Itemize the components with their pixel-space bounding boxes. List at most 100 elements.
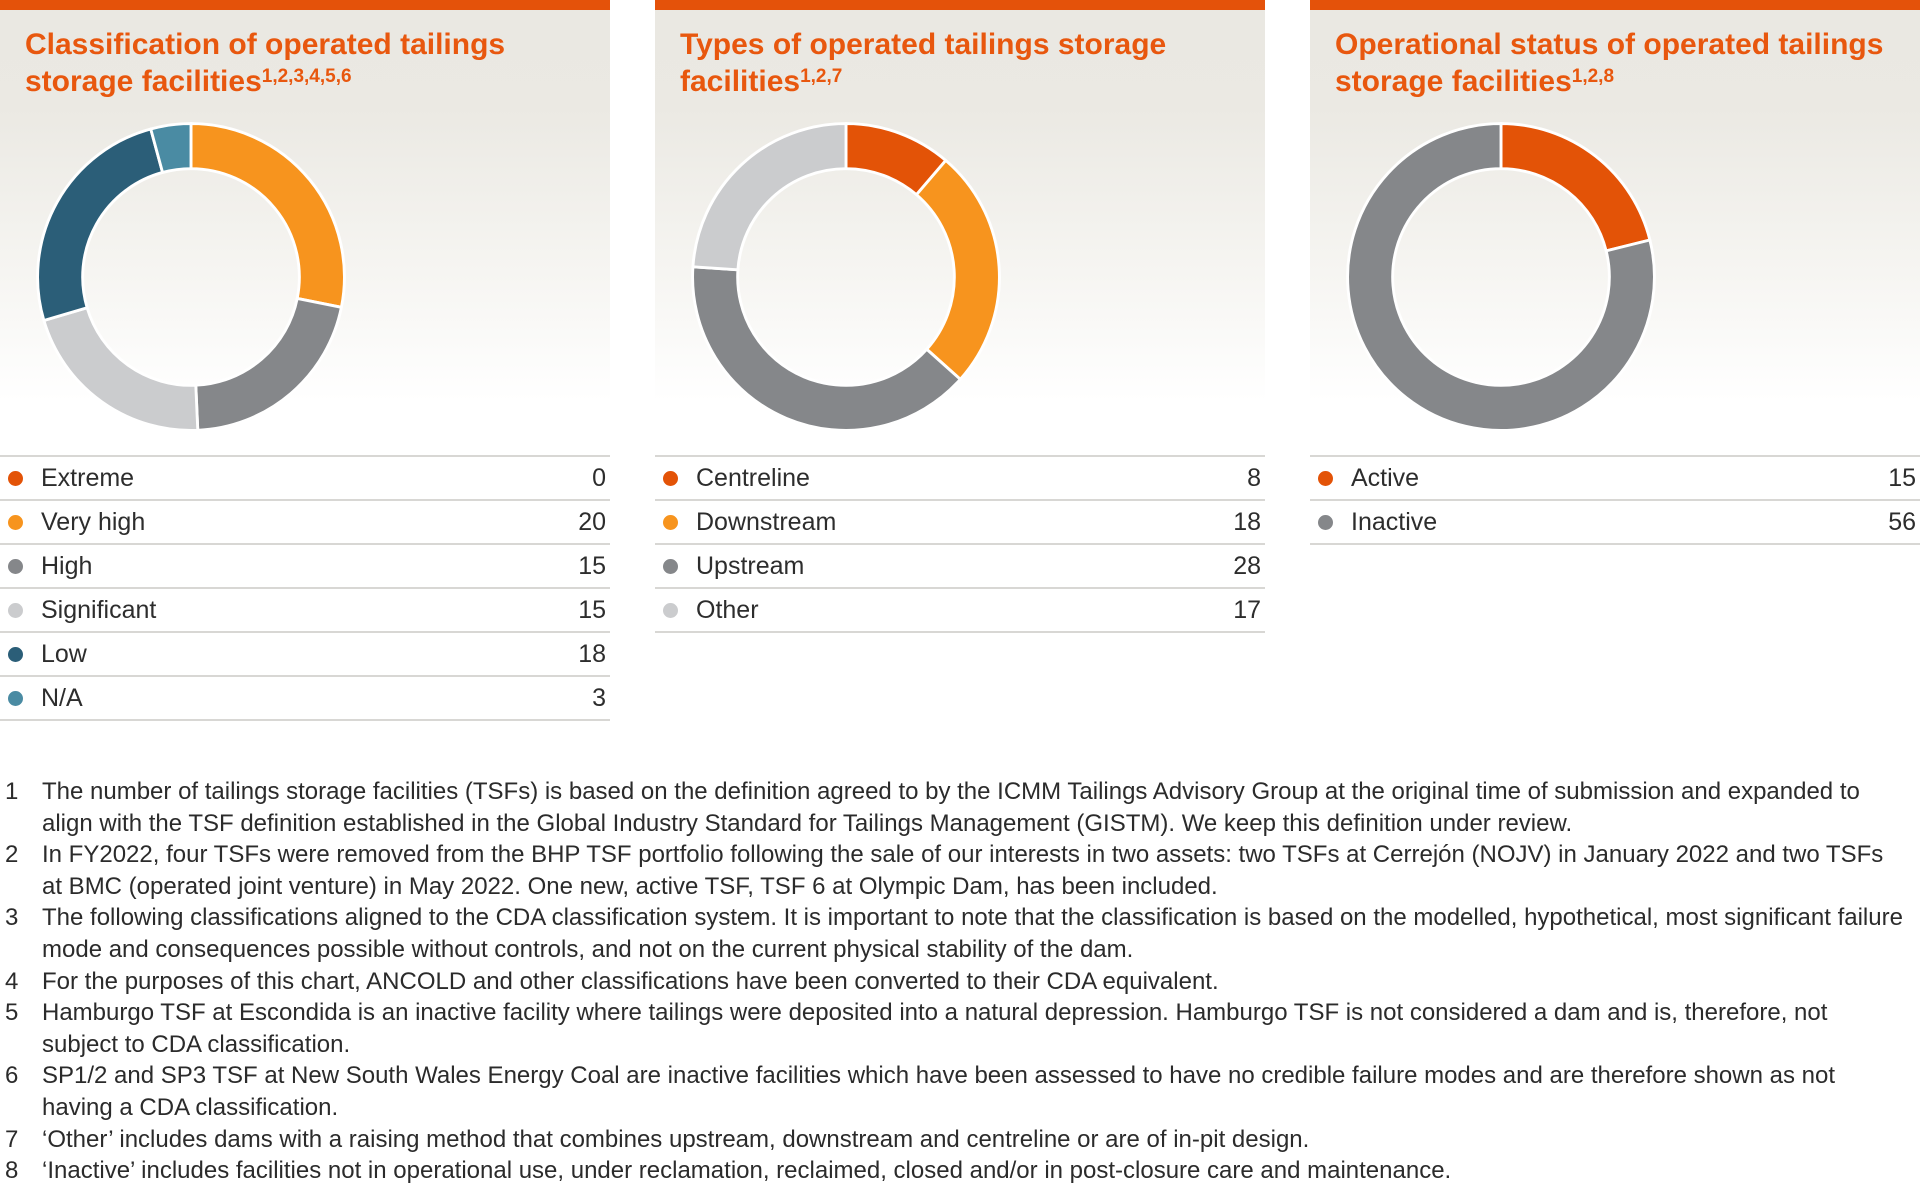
footnote-refs: 1,2,7 [800, 66, 843, 87]
legend-row-very-high: Very high 20 [0, 499, 610, 543]
footnote-number: 4 [5, 967, 19, 995]
footnote-number: 7 [5, 1125, 19, 1153]
chart-legend: Centreline 8 Downstream 18 Upstream 28 Other 17 [655, 455, 1265, 633]
legend-label: Extreme [41, 463, 135, 492]
legend-dot-icon [8, 690, 23, 706]
footnote-text: The following classifications aligned to… [42, 904, 1903, 963]
chart-title: Classification of operated tailings stor… [0, 10, 610, 100]
footnote-item: 3 The following classifications aligned t… [5, 902, 1908, 965]
legend-dot-icon [1318, 470, 1333, 486]
footnote-item: 8 ‘Inactive’ includes facilities not in o… [5, 1155, 1908, 1187]
legend-value: 18 [578, 639, 606, 668]
footnote-item: 2 In FY2022, four TSFs were removed from … [5, 839, 1908, 902]
chart-card-operational-status: Operational status of operated tailings … [1310, 0, 1920, 545]
legend-row-high: High 15 [0, 543, 610, 587]
legend-dot-icon [8, 514, 23, 530]
footnote-text: ‘Other’ includes dams with a raising met… [42, 1125, 1310, 1153]
footnote-item: 1 The number of tailings storage faciliti… [5, 776, 1908, 839]
legend-dot-icon [8, 646, 23, 662]
legend-row-active: Active 15 [1310, 455, 1920, 499]
donut-segment-inactive [1346, 122, 1656, 432]
footnote-number: 2 [5, 841, 19, 869]
legend-row-inactive: Inactive 56 [1310, 499, 1920, 545]
legend-value: 15 [578, 551, 606, 580]
legend-dot-icon [8, 470, 23, 486]
chart-title: Operational status of operated tailings … [1310, 10, 1920, 100]
donut-chart [1346, 122, 1656, 432]
legend-label: Active [1351, 463, 1420, 492]
legend-value: 20 [578, 507, 606, 536]
legend-dot-icon [1318, 514, 1333, 530]
footnote-refs: 1,2,8 [1571, 66, 1615, 87]
legend-row-low: Low 18 [0, 631, 610, 675]
donut-chart [36, 122, 346, 432]
donut-segment-significant [42, 306, 200, 432]
legend-value: 0 [592, 463, 606, 492]
footnote-number: 1 [5, 778, 19, 805]
accent-bar [1310, 0, 1920, 10]
legend-label: Downstream [696, 507, 837, 536]
legend-value: 8 [1247, 463, 1261, 492]
footnote-number: 5 [5, 999, 19, 1027]
legend-row-significant: Significant 15 [0, 587, 610, 631]
chart-title: Types of operated tailings storage facil… [655, 10, 1265, 100]
legend-row-extreme: Extreme 0 [0, 455, 610, 499]
legend-value: 18 [1233, 507, 1261, 536]
legend-value: 3 [592, 683, 606, 712]
legend-value: 56 [1888, 507, 1916, 536]
donut-chart [691, 122, 1001, 432]
footnote-text: Hamburgo TSF at Escondida is an inactive… [42, 999, 1828, 1058]
footnote-number: 3 [5, 904, 19, 932]
footnote-number: 6 [5, 1062, 19, 1090]
legend-value: 15 [578, 595, 606, 624]
legend-dot-icon [663, 514, 678, 530]
legend-label: Inactive [1351, 507, 1438, 536]
chart-legend: Extreme 0 Very high 20 High 15 Significant 15 Lo… [0, 455, 610, 721]
accent-bar [0, 0, 610, 10]
legend-label: Other [696, 595, 759, 624]
chart-legend: Active 15 Inactive 56 [1310, 455, 1920, 545]
legend-label: Centreline [696, 463, 810, 492]
charts-row: Classification of operated tailings stor… [0, 0, 1920, 721]
footnote-number: 8 [5, 1157, 19, 1185]
donut-segment-downstream [915, 159, 1001, 381]
chart-card-classification: Classification of operated tailings stor… [0, 0, 610, 721]
legend-label: Very high [41, 507, 146, 536]
legend-value: 28 [1233, 551, 1261, 580]
legend-dot-icon [663, 558, 678, 574]
footnote-item: 5 Hamburgo TSF at Escondida is an inactiv… [5, 997, 1908, 1060]
accent-bar [655, 0, 1265, 10]
legend-label: High [41, 551, 93, 580]
donut-segment-other [691, 122, 848, 272]
legend-dot-icon [663, 470, 678, 486]
footnote-refs: 1,2,3,4,5,6 [261, 66, 352, 87]
chart-title-text: Operational status of operated tailings … [1335, 28, 1884, 98]
legend-dot-icon [8, 558, 23, 574]
legend-label: Low [41, 639, 87, 668]
legend-row-downstream: Downstream 18 [655, 499, 1265, 543]
legend-row-n-a: N/A 3 [0, 675, 610, 721]
legend-row-centreline: Centreline 8 [655, 455, 1265, 499]
footnote-item: 6 SP1/2 and SP3 TSF at New South Wales En… [5, 1060, 1908, 1123]
footnotes: 1 The number of tailings storage faciliti… [0, 776, 1920, 1187]
legend-label: N/A [41, 683, 83, 712]
footnote-text: SP1/2 and SP3 TSF at New South Wales Ene… [42, 1062, 1836, 1121]
footnote-text: The number of tailings storage facilitie… [42, 778, 1860, 837]
donut-segment-active [1499, 122, 1652, 253]
footnote-item: 7 ‘Other’ includes dams with a raising me… [5, 1124, 1908, 1156]
donut-segment-very-high [189, 122, 346, 309]
chart-card-types: Types of operated tailings storage facil… [655, 0, 1265, 633]
legend-row-upstream: Upstream 28 [655, 543, 1265, 587]
donut-segment-low [36, 127, 165, 322]
donut-segment-upstream [691, 265, 962, 432]
legend-label: Significant [41, 595, 157, 624]
legend-value: 17 [1233, 595, 1261, 624]
legend-value: 15 [1888, 463, 1916, 492]
donut-segment-high [194, 296, 343, 432]
legend-label: Upstream [696, 551, 805, 580]
donut-segment-n-a [149, 122, 193, 174]
legend-dot-icon [8, 602, 23, 618]
chart-title-text: Classification of operated tailings stor… [25, 28, 506, 98]
footnote-item: 4 For the purposes of this chart, ANCOLD … [5, 966, 1908, 998]
footnote-text: For the purposes of this chart, ANCOLD a… [42, 967, 1219, 995]
